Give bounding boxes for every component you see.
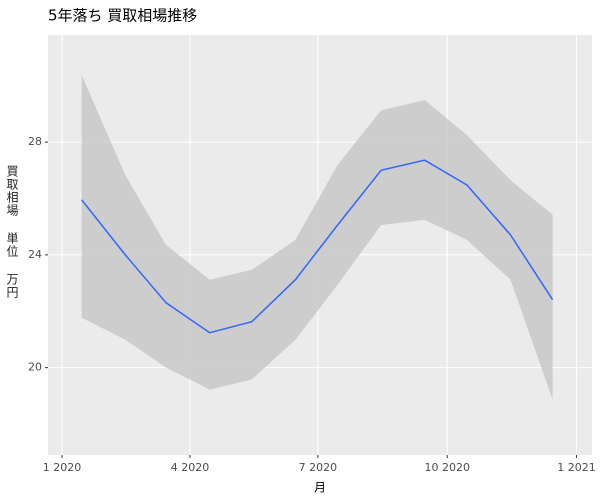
x-tick-label: 10 2020	[424, 461, 470, 474]
x-tick-label: 1 2021	[557, 461, 596, 474]
y-axis-label: 買取相場 単位 万円	[5, 165, 19, 299]
chart-title: 5年落ち 買取相場推移	[48, 7, 197, 25]
x-axis-label: 月	[314, 481, 326, 495]
x-tick-label: 4 2020	[171, 461, 210, 474]
confidence-band	[81, 75, 553, 400]
x-tick-label: 1 2020	[43, 461, 82, 474]
y-tick-label: 24	[28, 248, 42, 261]
y-tick-label: 28	[28, 135, 42, 148]
x-tick-label: 7 2020	[299, 461, 338, 474]
y-tick-label: 20	[28, 361, 42, 374]
trend-line	[81, 159, 554, 334]
